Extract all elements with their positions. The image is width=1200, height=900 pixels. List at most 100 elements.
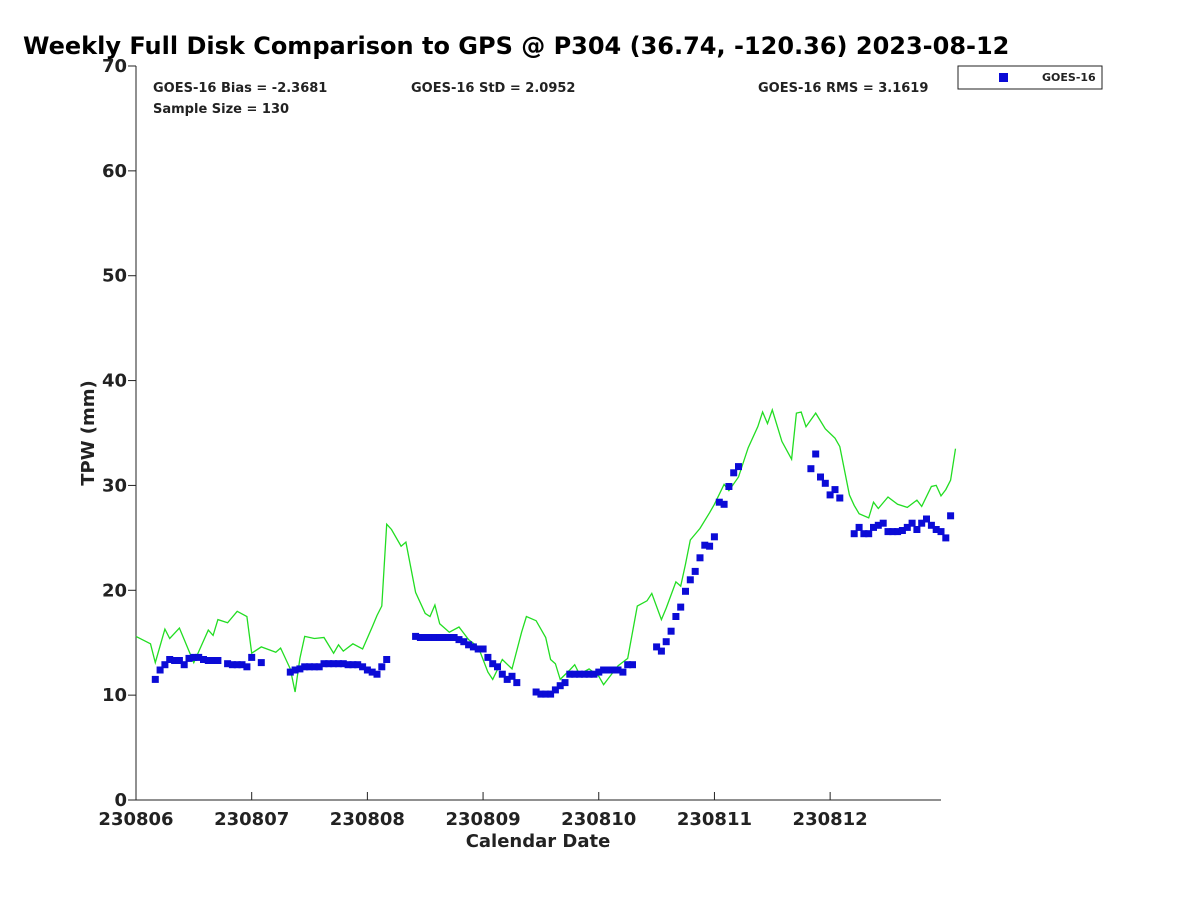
- stat-sample-size: Sample Size = 130: [153, 102, 289, 117]
- goes-point: [489, 660, 497, 668]
- goes-point: [826, 491, 834, 499]
- goes-point: [320, 660, 328, 668]
- goes-point: [373, 670, 381, 678]
- goes-point: [469, 643, 477, 651]
- gps-line: [135, 407, 957, 693]
- goes-point: [363, 666, 371, 674]
- goes-point: [349, 661, 357, 669]
- goes-point: [725, 483, 733, 490]
- x-tick-label: 230810: [561, 809, 636, 830]
- goes-point: [166, 656, 174, 663]
- goes-point: [190, 653, 198, 661]
- stat-bias: GOES-16 Bias = -2.3681: [153, 81, 327, 96]
- goes-point: [850, 530, 858, 538]
- legend-marker-goes: [999, 73, 1008, 82]
- goes-point: [701, 541, 709, 549]
- goes-point: [412, 632, 420, 640]
- goes-point: [494, 663, 501, 671]
- stat-std: GOES-16 StD = 2.0952: [411, 81, 575, 96]
- goes-point: [831, 486, 839, 494]
- goes-point: [151, 675, 159, 683]
- goes-point: [339, 660, 347, 668]
- goes-point: [195, 653, 203, 661]
- goes-point: [710, 533, 718, 541]
- goes-point: [214, 657, 222, 664]
- goes-point: [233, 661, 241, 669]
- goes-point: [937, 528, 945, 536]
- x-tick-label: 230808: [330, 809, 405, 830]
- goes-point: [932, 526, 940, 533]
- goes-point: [874, 521, 882, 529]
- goes-point: [923, 515, 930, 523]
- goes-point: [836, 494, 844, 502]
- goes-point: [503, 675, 511, 683]
- goes-point: [566, 670, 574, 678]
- goes-point: [580, 670, 588, 678]
- y-tick-label: 70: [102, 56, 127, 77]
- goes-point: [571, 670, 579, 678]
- goes-point: [484, 653, 492, 661]
- goes-point: [927, 521, 935, 529]
- goes-point: [691, 567, 699, 575]
- goes-point: [238, 661, 246, 669]
- chart-title: Weekly Full Disk Comparison to GPS @ P30…: [23, 32, 1009, 60]
- goes-point: [812, 450, 820, 458]
- goes-point: [585, 670, 593, 678]
- goes-point: [576, 670, 583, 678]
- goes-point: [257, 659, 265, 667]
- goes-point: [286, 668, 294, 676]
- goes-point: [879, 519, 887, 527]
- goes-point: [614, 666, 622, 674]
- goes-point: [913, 526, 921, 533]
- goes-point: [865, 530, 873, 538]
- y-tick-label: 50: [102, 266, 127, 287]
- goes-point: [200, 656, 207, 663]
- goes-point: [667, 627, 675, 635]
- goes-point: [378, 663, 386, 671]
- goes-point: [426, 634, 434, 641]
- goes-point: [455, 636, 463, 644]
- y-tick-label: 40: [102, 371, 127, 392]
- x-tick-label: 230811: [677, 809, 752, 830]
- goes-point: [354, 661, 362, 669]
- goes-point: [884, 528, 892, 536]
- goes-point: [383, 656, 391, 663]
- goes-point: [315, 663, 323, 671]
- goes-point: [547, 690, 555, 698]
- goes-point: [291, 666, 299, 674]
- x-tick-label: 230806: [98, 809, 173, 830]
- goes-point: [228, 661, 236, 669]
- x-axis-label: Calendar Date: [466, 831, 611, 852]
- goes-point: [335, 660, 342, 668]
- goes-point: [942, 534, 950, 542]
- goes-point: [161, 661, 169, 669]
- goes-point: [359, 663, 367, 671]
- goes-point: [860, 530, 868, 538]
- goes-point: [903, 523, 911, 531]
- y-tick-label: 60: [102, 161, 127, 182]
- goes-point: [894, 528, 902, 536]
- goes-point: [817, 473, 824, 481]
- goes-point: [855, 523, 863, 531]
- goes-point: [672, 613, 680, 620]
- goes-point: [431, 634, 439, 641]
- goes-point: [460, 638, 468, 646]
- goes-point: [498, 670, 506, 678]
- goes-point: [465, 641, 473, 649]
- goes-point: [441, 634, 448, 641]
- goes-point: [537, 690, 545, 698]
- goes-point: [542, 690, 550, 698]
- goes-point: [310, 663, 318, 671]
- goes-point: [715, 498, 723, 506]
- goes-point: [416, 634, 424, 641]
- gps-series: [135, 407, 957, 693]
- x-tick-label: 230809: [445, 809, 520, 830]
- goes-point: [296, 665, 304, 673]
- goes-point: [696, 554, 704, 562]
- x-tick-label: 230807: [214, 809, 289, 830]
- goes-point: [209, 657, 217, 664]
- y-ticks: 0 10 20 30 40 50 60 70: [102, 56, 136, 811]
- goes-point: [908, 519, 916, 527]
- goes-point: [657, 647, 665, 655]
